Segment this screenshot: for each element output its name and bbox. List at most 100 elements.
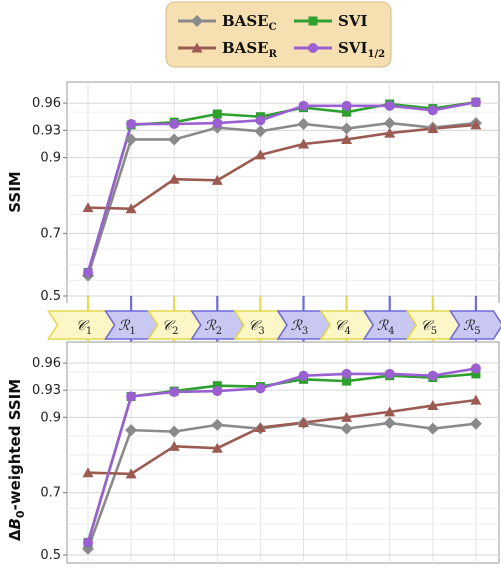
plot-frame [66, 341, 500, 564]
y-axis-label: ΔB0-weighted SSIM [6, 379, 27, 541]
y-axis-label-sub: 0 [14, 510, 27, 518]
data-point-3-0 [83, 267, 93, 278]
data-point-3-7 [384, 100, 395, 111]
step-label-5: ℛ3 [291, 318, 309, 337]
data-point-3-5 [298, 100, 309, 111]
legend-label-1: SVI [338, 12, 368, 30]
legend-box [165, 1, 392, 68]
data-point-0-7 [383, 117, 396, 130]
series-line-3 [86, 367, 477, 543]
data-point-0-2 [168, 133, 181, 146]
data-point-2-3 [212, 109, 222, 119]
y-tick-label: 0.96 [32, 356, 61, 371]
data-point-3-8 [427, 105, 438, 116]
y-tick-label: 0.5 [40, 548, 61, 563]
data-point-0-4 [254, 125, 267, 138]
legend-marker-0 [191, 15, 203, 27]
legend-label-0: BASEC [222, 12, 277, 33]
data-point-0-5 [297, 117, 310, 130]
series-line-3 [86, 100, 477, 273]
data-point-1-6 [341, 411, 353, 422]
data-point-3-7 [384, 368, 395, 379]
step-label-3-sub: 2 [216, 326, 222, 337]
data-point-3-4 [255, 115, 266, 126]
step-label-2-sub: 2 [172, 326, 178, 337]
data-point-1-0 [82, 467, 94, 478]
legend-label-3-subscript: 1/2 [368, 49, 386, 60]
legend-label-1-base: SVI [338, 12, 368, 30]
step-label-8-sub: 5 [431, 326, 437, 337]
data-point-0-7 [383, 416, 396, 429]
data-point-1-7 [384, 406, 396, 417]
data-point-2-6 [342, 107, 352, 117]
data-point-3-3 [212, 118, 223, 129]
data-point-3-5 [298, 370, 309, 381]
step-label-3: ℛ2 [205, 318, 223, 337]
weighted-ssim-panel: 0.5 0.7 0.9 0.93 0.96 ΔB0-weighted SSIM [6, 341, 500, 564]
step-label-9-base: ℛ [463, 318, 475, 334]
step-label-1-base: ℛ [118, 318, 130, 334]
data-point-1-2 [168, 173, 180, 184]
legend-marker-2 [191, 42, 203, 53]
data-point-0-1 [125, 133, 138, 146]
data-point-1-6 [341, 133, 353, 144]
data-point-1-5 [298, 138, 309, 149]
data-point-3-1 [126, 118, 137, 129]
y-tick-label: 0.5 [40, 289, 61, 304]
data-point-3-3 [212, 386, 223, 397]
step-label-9: ℛ5 [463, 318, 481, 337]
data-point-1-2 [168, 440, 180, 451]
data-point-0-8 [426, 422, 439, 435]
series-line-1 [87, 398, 477, 476]
data-point-1-8 [427, 400, 439, 411]
plot-frame [66, 81, 500, 305]
step-label-1-sub: 1 [129, 326, 135, 337]
data-point-0-3 [211, 418, 224, 431]
y-tick-label: 0.9 [40, 410, 61, 425]
step-label-7-sub: 4 [388, 326, 394, 337]
data-point-3-2 [169, 386, 180, 397]
data-point-1-9 [470, 119, 482, 130]
legend-marker-3 [308, 43, 318, 53]
legend-label-0-base: BASE [222, 12, 269, 30]
legend-label-2: BASER [222, 39, 278, 60]
y-tick-label: 0.7 [40, 486, 61, 501]
data-point-1-9 [470, 394, 482, 405]
legend-label-3: SVI1/2 [338, 39, 385, 60]
data-point-0-6 [340, 122, 353, 135]
data-point-3-9 [470, 97, 481, 108]
legend-marker-1 [308, 16, 318, 26]
data-point-3-8 [427, 370, 438, 381]
data-point-2-9 [471, 369, 481, 379]
data-point-3-4 [255, 383, 266, 394]
data-point-3-0 [83, 537, 93, 548]
step-label-6-sub: 4 [345, 326, 351, 337]
data-point-0-6 [340, 422, 353, 435]
legend-label-2-base: BASE [222, 39, 269, 57]
data-point-1-4 [254, 149, 266, 160]
data-point-1-7 [384, 127, 396, 138]
y-tick-label: 0.93 [32, 123, 61, 138]
ssim-panel: 0.5 0.7 0.9 0.93 0.96 SSIM [6, 81, 500, 305]
data-point-1-5 [298, 417, 309, 428]
data-point-0-1 [125, 424, 138, 437]
y-axis-label-rest: -weighted SSIM [6, 379, 24, 511]
data-point-1-0 [82, 202, 94, 213]
step-label-4-sub: 3 [258, 326, 264, 337]
data-point-2-6 [342, 376, 352, 386]
data-point-1-3 [211, 442, 223, 453]
legend-label-0-subscript: C [269, 22, 277, 33]
legend-label-3-base: SVI [338, 39, 368, 57]
y-axis-label-delta: Δ [6, 529, 24, 541]
data-point-1-8 [427, 123, 439, 134]
data-point-1-1 [125, 468, 137, 479]
data-point-3-6 [341, 100, 352, 111]
y-tick-label: 0.9 [40, 151, 61, 166]
data-point-1-3 [211, 174, 223, 185]
y-tick-label: 0.7 [40, 226, 61, 241]
step-label-7-base: ℛ [377, 318, 389, 334]
y-axis-label: SSIM [6, 171, 24, 212]
data-point-3-9 [470, 363, 481, 374]
